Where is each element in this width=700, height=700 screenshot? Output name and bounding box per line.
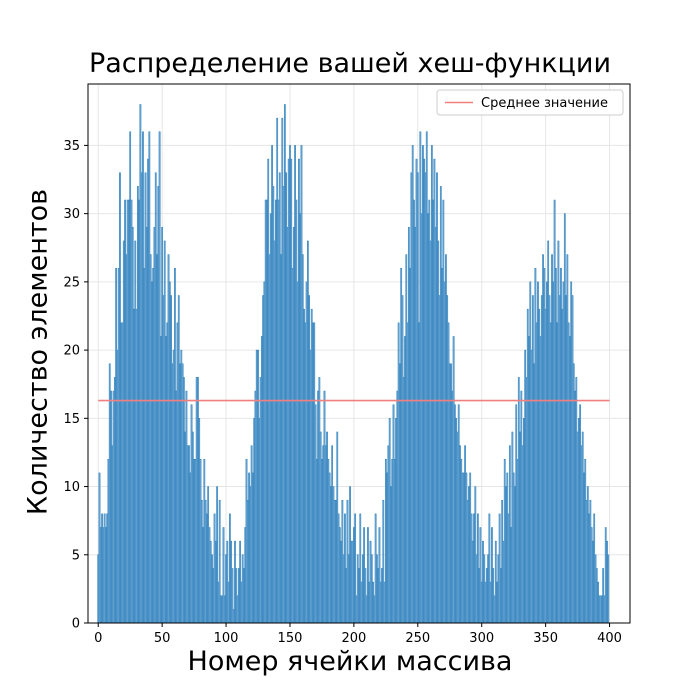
chart-title: Распределение вашей хеш-функции [88,48,612,79]
x-tick-label: 100 [214,631,239,646]
y-tick-label: 5 [72,548,80,563]
x-tick-label: 0 [94,631,102,646]
y-axis-ticks: 0 5 10 15 20 25 30 35 [63,139,88,632]
x-tick-label: 200 [341,631,366,646]
y-tick-label: 20 [63,344,80,359]
legend-box [436,89,624,116]
x-axis-label: Номер ячейки массива [187,646,513,677]
x-tick-label: 250 [405,631,430,646]
x-axis-ticks: 0 50 100 150 200 250 300 350 400 [94,623,622,646]
x-tick-label: 150 [278,631,303,646]
bars-series [97,104,610,624]
x-tick-label: 350 [533,631,558,646]
bar [607,554,610,624]
legend-label: Среднее значение [481,96,608,111]
legend: Среднее значение [436,89,624,116]
y-tick-label: 30 [63,207,80,222]
y-tick-label: 0 [72,617,80,632]
x-tick-label: 300 [469,631,494,646]
y-tick-label: 25 [63,275,80,290]
plot-frame [87,83,631,624]
x-tick-label: 50 [154,631,171,646]
y-axis-label: Количество элементов [22,188,54,516]
y-tick-label: 10 [63,480,80,495]
y-tick-label: 35 [63,139,80,154]
y-tick-label: 15 [63,412,80,427]
x-tick-label: 400 [597,631,622,646]
